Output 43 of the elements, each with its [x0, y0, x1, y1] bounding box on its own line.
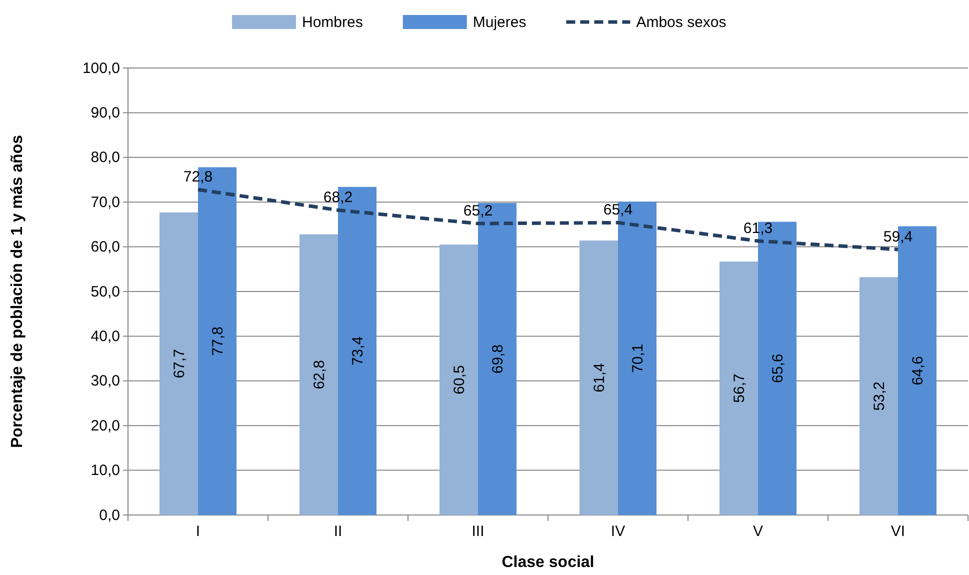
- y-tick-label: 40,0: [90, 328, 120, 345]
- data-label: 64,6: [909, 356, 926, 386]
- data-label: 77,8: [209, 326, 226, 356]
- legend-label: Mujeres: [472, 14, 526, 31]
- data-label: 53,2: [870, 381, 888, 411]
- data-label: 73,4: [349, 336, 366, 366]
- y-tick-label: 80,0: [90, 149, 120, 166]
- data-label: 72,8: [183, 168, 213, 186]
- data-label: 65,6: [769, 354, 786, 383]
- data-label: 69,8: [489, 344, 506, 374]
- data-label: 60,5: [450, 365, 468, 394]
- x-tick-label: III: [472, 523, 484, 540]
- y-tick-label: 60,0: [90, 238, 120, 256]
- y-tick-label: 30,0: [90, 372, 120, 390]
- x-tick-label: IV: [610, 523, 626, 540]
- x-tick-label: II: [334, 523, 342, 540]
- y-tick-label: 100,0: [82, 60, 120, 77]
- bar: [580, 240, 618, 515]
- y-tick-label: 20,0: [90, 417, 120, 434]
- legend-label: Hombres: [302, 14, 363, 31]
- x-tick-label: V: [752, 523, 764, 540]
- bar: [440, 244, 478, 515]
- bar: [300, 234, 338, 515]
- x-tick-label: VI: [890, 523, 906, 540]
- bar: [720, 262, 758, 515]
- legend-label: Ambos sexos: [636, 14, 726, 31]
- data-label: 61,3: [743, 220, 773, 237]
- y-tick-label: 90,0: [90, 104, 120, 122]
- y-tick-label: 50,0: [90, 283, 120, 300]
- bar: [860, 277, 898, 515]
- y-tick-label: 10,0: [90, 462, 120, 480]
- y-axis-title: Porcentaje de población de 1 y más años: [9, 134, 26, 448]
- y-tick-label: 70,0: [90, 194, 120, 211]
- y-tick-label: 0,0: [99, 506, 120, 524]
- data-label: 70,1: [629, 344, 646, 373]
- x-axis-title: Clase social: [502, 554, 594, 571]
- x-tick-label: I: [196, 523, 200, 540]
- data-label: 65,2: [463, 202, 493, 220]
- data-label: 67,7: [170, 349, 188, 378]
- data-label: 61,4: [590, 363, 608, 392]
- bar: [160, 212, 198, 515]
- data-label: 62,8: [310, 360, 328, 390]
- data-label: 56,7: [730, 374, 748, 403]
